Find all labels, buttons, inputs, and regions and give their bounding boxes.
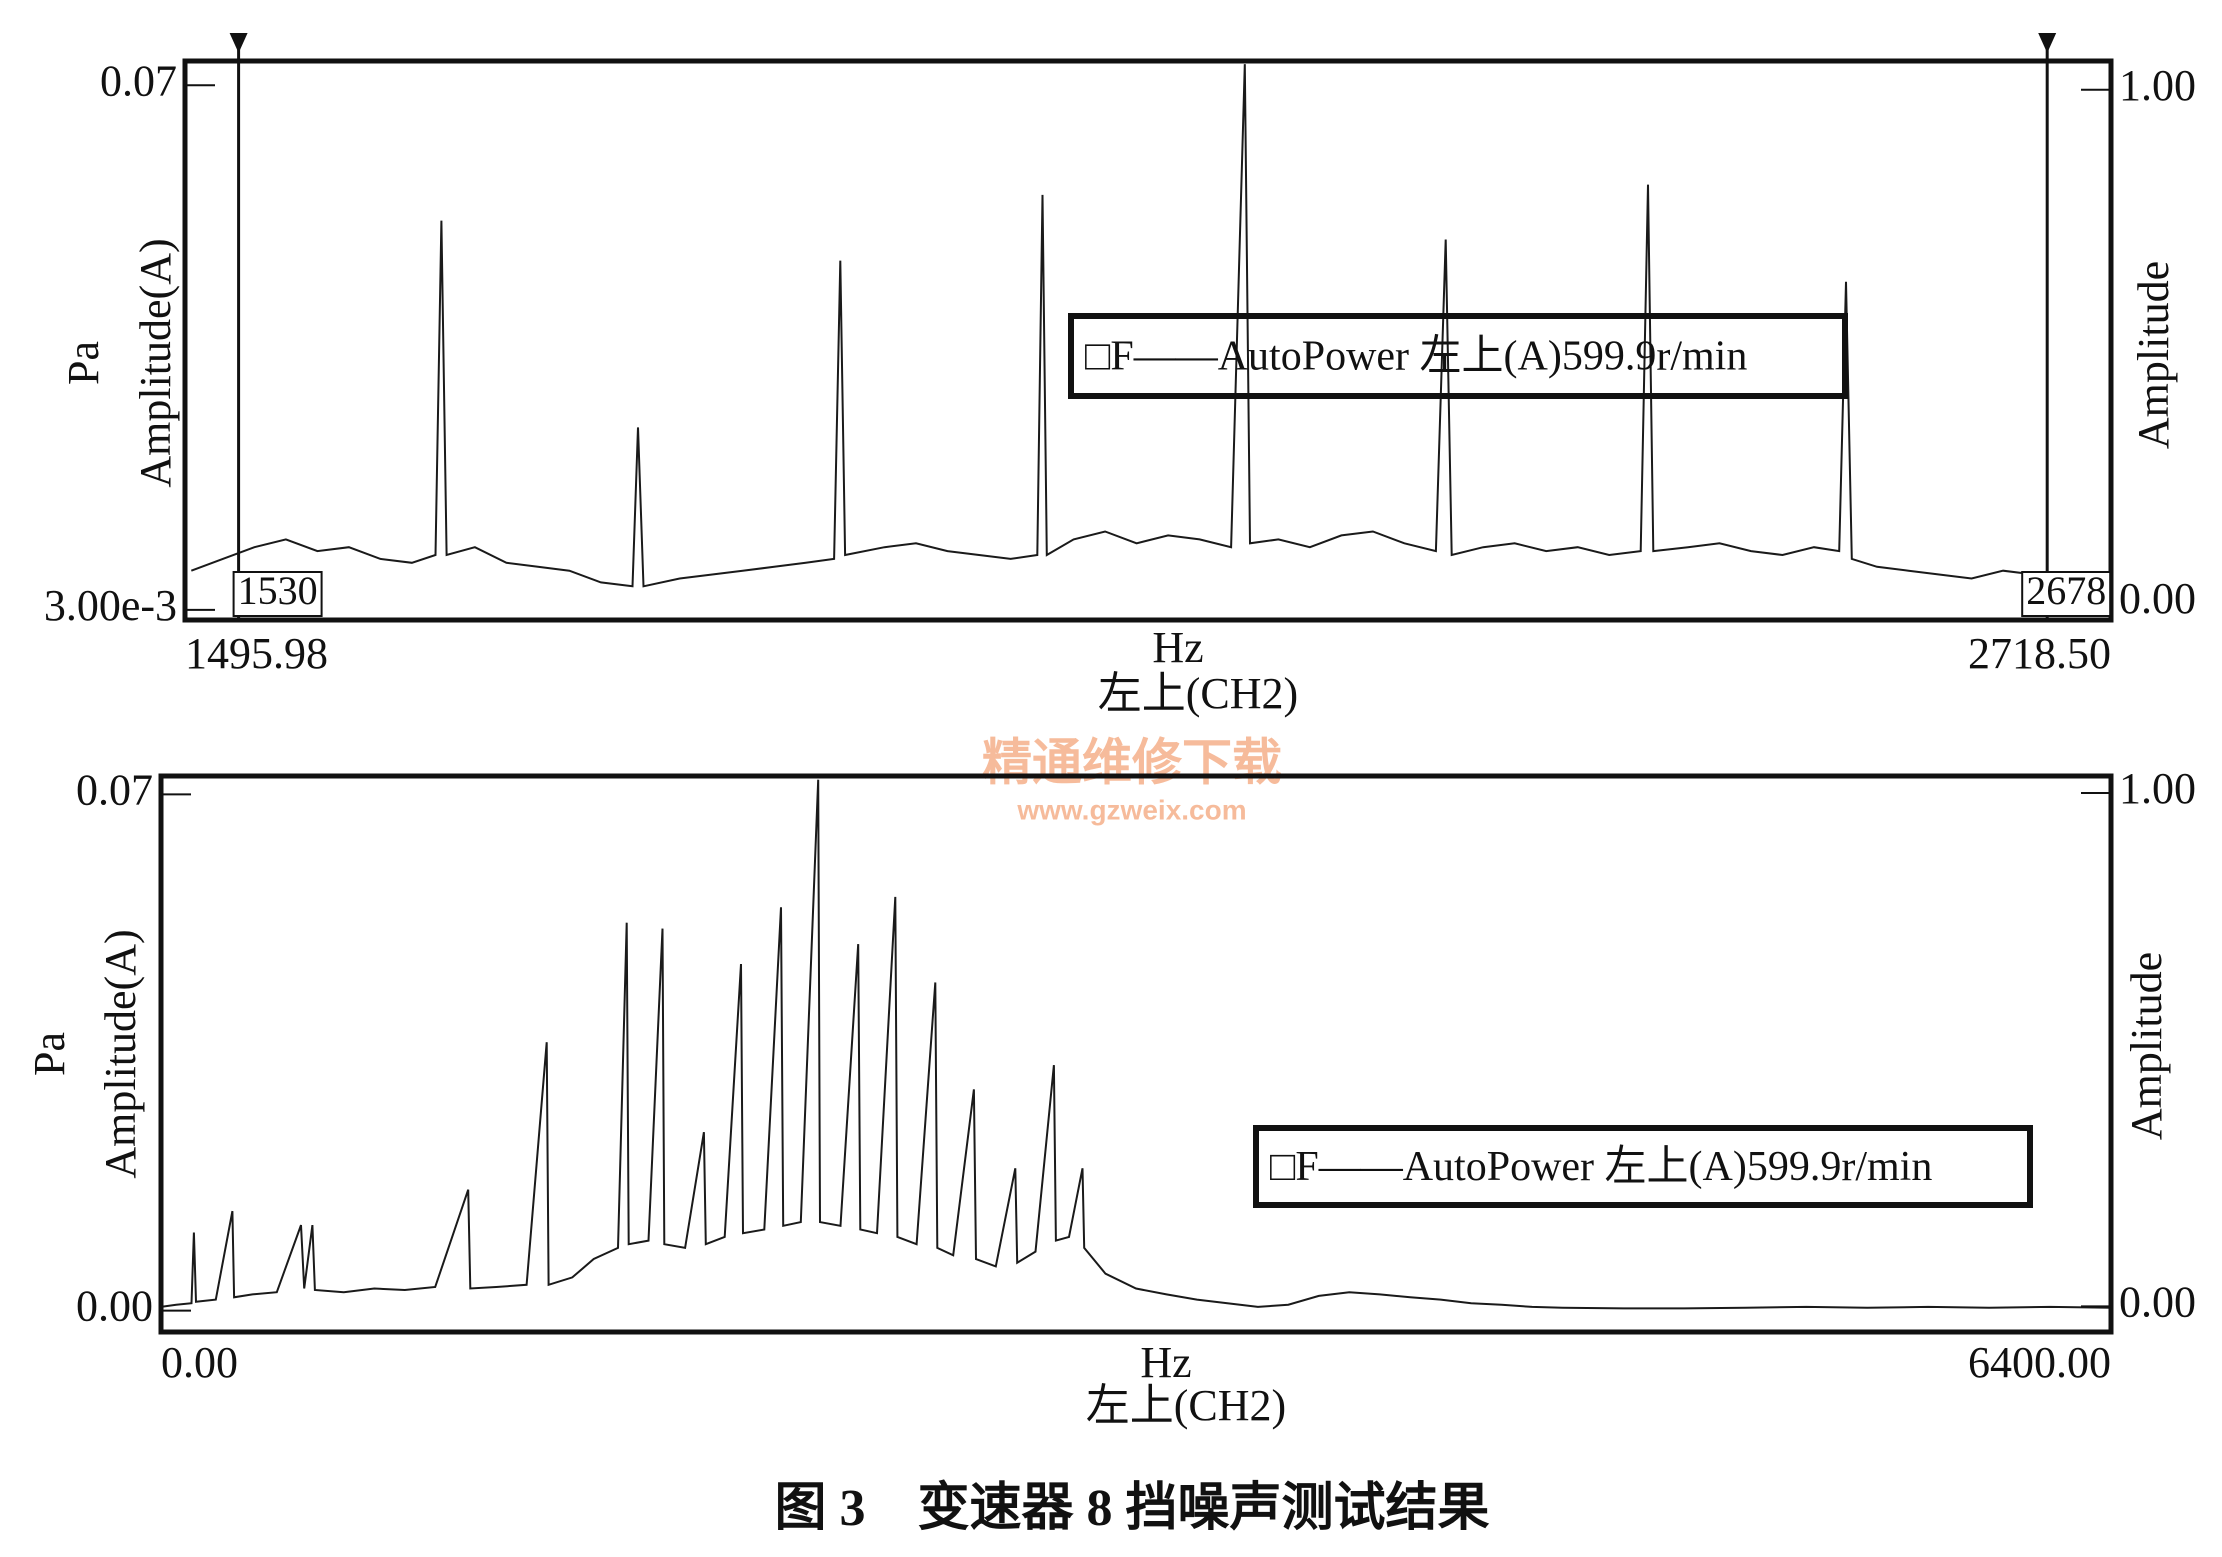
y2-axis-label: Amplitude — [2129, 261, 2178, 449]
cursor-marker — [2038, 33, 2057, 53]
y-tick-label: 0.07 — [76, 766, 153, 815]
x-tick-label: 2718.50 — [1968, 629, 2111, 678]
y-unit: Pa — [25, 1032, 74, 1076]
legend-entry: □F——AutoPower 左上(A)599.9r/min — [1270, 1144, 1932, 1190]
x-axis-label: Hz — [1140, 1338, 1191, 1387]
x-axis-sublabel: 左上(CH2) — [1086, 1381, 1286, 1430]
plot-frame — [182, 58, 2114, 623]
y-axis-label: Amplitude(A) — [96, 929, 145, 1178]
figure-caption: 图 3 变速器 8 挡噪声测试结果 — [774, 1479, 1489, 1537]
watermark-url: www.gzweix.com — [1016, 794, 1246, 825]
cursor-label: 2678 — [2026, 568, 2106, 613]
cursor-label-box — [2021, 571, 2112, 617]
y2-axis-label: Amplitude — [2122, 952, 2171, 1140]
x-tick-label: 0.00 — [161, 1338, 238, 1387]
x-axis-label: Hz — [1152, 623, 1203, 672]
y2-tick-label: 0.00 — [2119, 1277, 2196, 1326]
y2-tick-label: 1.00 — [2119, 61, 2196, 110]
cursor-label: 1530 — [238, 568, 318, 613]
legend-box — [1253, 1125, 2033, 1208]
spectrum-line — [190, 64, 2098, 588]
y-tick-label: 3.00e-3 — [44, 581, 177, 630]
y-axis-label: Amplitude(A) — [131, 238, 180, 487]
y2-tick-label: 1.00 — [2119, 764, 2196, 813]
watermark-title: 精通维修下载 — [982, 734, 1282, 790]
x-axis-sublabel: 左上(CH2) — [1098, 669, 1298, 718]
x-tick-label: 6400.00 — [1968, 1338, 2111, 1387]
y-tick-label: 0.07 — [100, 56, 177, 105]
cursor-label-box — [232, 571, 323, 617]
legend-box — [1068, 313, 1848, 399]
plot-frame — [158, 773, 2114, 1335]
y-unit: Pa — [59, 341, 108, 385]
y2-tick-label: 0.00 — [2119, 574, 2196, 623]
spectrum-line — [160, 779, 2112, 1310]
cursor-marker — [229, 33, 248, 53]
legend-entry: □F——AutoPower 左上(A)599.9r/min — [1085, 334, 1747, 380]
y-tick-label: 0.00 — [76, 1282, 153, 1331]
x-tick-label: 1495.98 — [185, 629, 328, 678]
